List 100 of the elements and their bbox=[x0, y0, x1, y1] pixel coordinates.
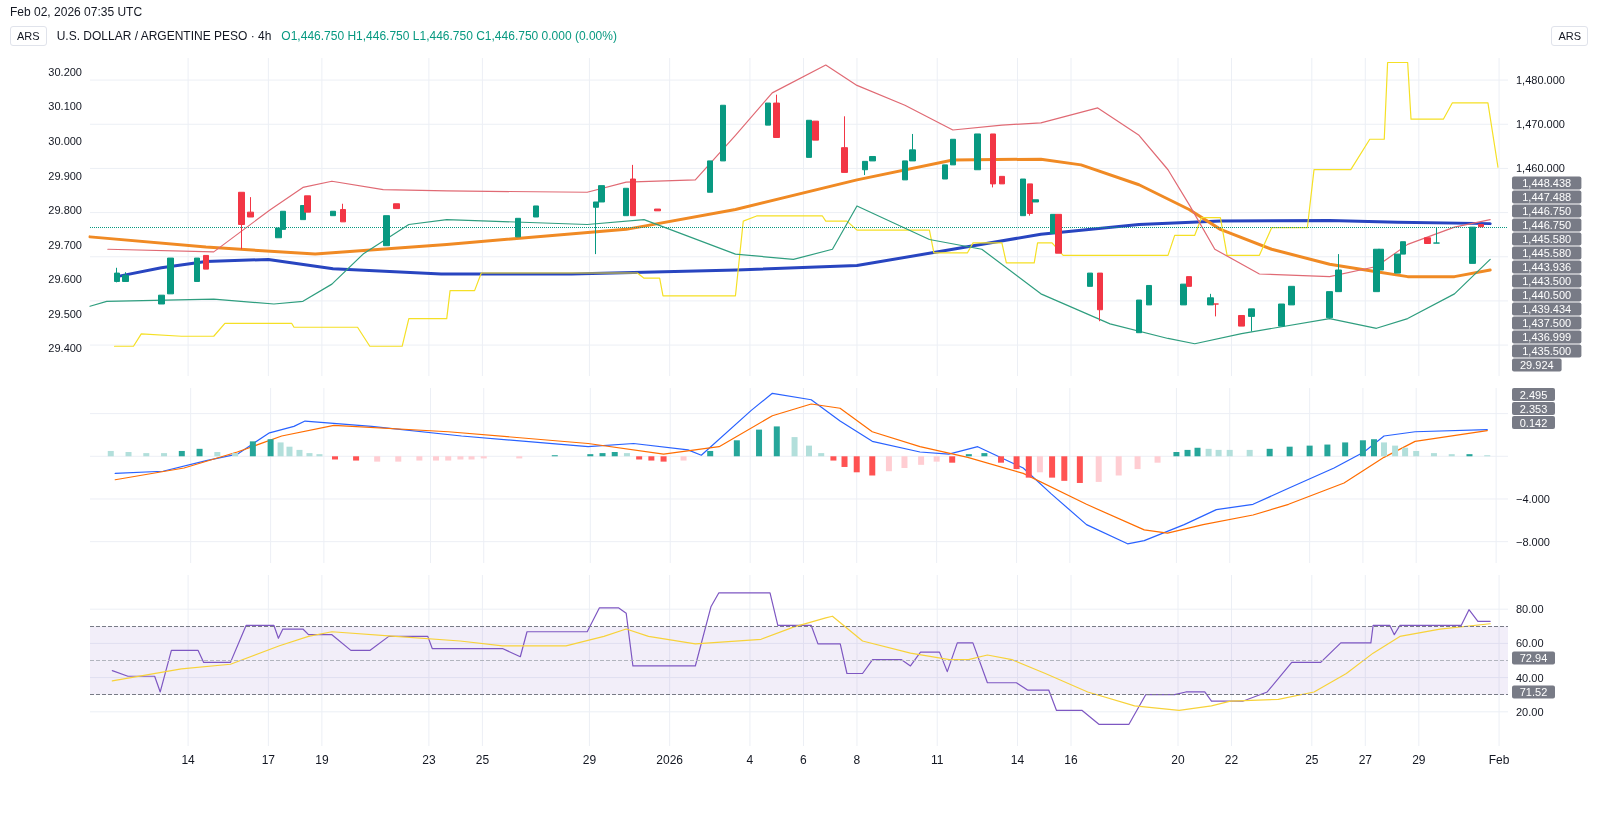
candlestick bbox=[1248, 308, 1255, 332]
text: 1,448.438 bbox=[1522, 176, 1572, 189]
text: 1,440.500 bbox=[1522, 288, 1572, 301]
bar bbox=[998, 456, 1005, 463]
bar bbox=[1025, 456, 1032, 478]
candlestick bbox=[990, 133, 996, 188]
x-tick-label: 4 bbox=[746, 753, 754, 767]
bar bbox=[707, 450, 714, 457]
bar bbox=[1392, 445, 1399, 457]
y2-tick-label: 29.600 bbox=[48, 273, 82, 286]
candlestick bbox=[1326, 291, 1333, 319]
y2-tick-label: 30.100 bbox=[48, 100, 82, 113]
line-series bbox=[88, 157, 1492, 279]
text: 0.142 bbox=[1519, 416, 1548, 429]
x-tick-label: 23 bbox=[422, 753, 436, 767]
text: 71.52 bbox=[1519, 686, 1548, 699]
candlestick bbox=[247, 196, 254, 218]
chart-title: U.S. DOLLAR / ARGENTINE PESO · 4h bbox=[56, 29, 272, 43]
line-series bbox=[113, 61, 1499, 347]
bar bbox=[1173, 452, 1180, 457]
y-tick-label: 1,460.000 bbox=[1516, 162, 1565, 175]
x-tick-label: 20 bbox=[1171, 753, 1186, 767]
bar bbox=[353, 456, 360, 461]
candlestick bbox=[720, 104, 726, 162]
candlestick bbox=[1180, 283, 1187, 306]
bar bbox=[1466, 454, 1473, 457]
candlestick bbox=[1032, 199, 1039, 203]
bar bbox=[660, 456, 667, 462]
text: 2.495 bbox=[1519, 388, 1548, 401]
bar bbox=[587, 454, 594, 457]
bar bbox=[107, 450, 114, 457]
y2-tick-label: 30.000 bbox=[48, 134, 82, 147]
text: 1,445.580 bbox=[1522, 232, 1572, 245]
candlestick bbox=[114, 267, 120, 283]
line-series bbox=[111, 615, 1491, 712]
bar bbox=[1226, 449, 1233, 457]
x-tick-label: 14 bbox=[181, 753, 196, 767]
y-tick-label: 20.00 bbox=[1516, 705, 1544, 718]
bar bbox=[416, 456, 423, 461]
bar bbox=[733, 440, 740, 457]
candlestick bbox=[167, 257, 174, 295]
candlestick bbox=[1097, 272, 1103, 322]
candlestick bbox=[630, 164, 636, 217]
x-tick-label: 25 bbox=[475, 753, 490, 767]
candlestick bbox=[340, 203, 346, 223]
bar bbox=[1184, 449, 1191, 457]
text: Feb 02, 2026 07:35 UTC bbox=[10, 5, 143, 19]
bar bbox=[267, 439, 274, 457]
y-tick-label: 40.00 bbox=[1516, 671, 1544, 684]
chart-subtitle: O1,446.750 H1,446.750 L1,446.750 C1,446.750 0.000 (0.00%) bbox=[281, 29, 617, 43]
bar bbox=[1402, 447, 1409, 457]
bar bbox=[1036, 456, 1043, 473]
bar bbox=[1324, 444, 1331, 457]
candlestick bbox=[806, 119, 812, 158]
bar bbox=[1371, 439, 1378, 457]
bar bbox=[1061, 456, 1068, 481]
bar bbox=[805, 445, 812, 457]
y-tick-label: 60.00 bbox=[1516, 637, 1544, 650]
bar bbox=[981, 453, 988, 457]
bar bbox=[791, 437, 798, 457]
candlestick bbox=[1020, 178, 1026, 217]
y2-tick-label: 29.500 bbox=[48, 307, 82, 320]
bar bbox=[480, 456, 487, 459]
bar bbox=[143, 453, 150, 457]
bar bbox=[1413, 450, 1420, 457]
y-tick-label: −4.000 bbox=[1516, 492, 1550, 505]
bar bbox=[374, 456, 381, 462]
y2-axis-title: ARS bbox=[10, 26, 47, 46]
bar bbox=[516, 456, 523, 459]
bar bbox=[433, 456, 440, 461]
bar bbox=[1115, 456, 1122, 476]
candlestick bbox=[194, 257, 200, 282]
text: 72.94 bbox=[1519, 651, 1548, 664]
x-tick-label: 14 bbox=[1010, 753, 1025, 767]
bar bbox=[445, 456, 452, 461]
bar bbox=[648, 456, 655, 461]
bar bbox=[611, 452, 618, 457]
bar bbox=[1134, 456, 1141, 470]
x-tick-label: 2026 bbox=[656, 753, 684, 767]
bar bbox=[1448, 454, 1455, 457]
candlestick bbox=[765, 102, 771, 126]
y2-tick-label: 30.200 bbox=[48, 65, 82, 78]
bar bbox=[1266, 448, 1273, 457]
candlestick bbox=[623, 187, 629, 217]
bar bbox=[949, 456, 956, 463]
bar bbox=[756, 429, 763, 457]
bar bbox=[249, 441, 256, 457]
bar bbox=[296, 449, 303, 457]
candlestick bbox=[304, 195, 311, 213]
bar bbox=[214, 452, 221, 457]
x-tick-label: 29 bbox=[1412, 753, 1426, 767]
bar bbox=[680, 456, 687, 461]
candlestick bbox=[999, 175, 1005, 185]
bar bbox=[853, 456, 860, 473]
candlestick bbox=[1424, 237, 1431, 244]
candlestick bbox=[1207, 293, 1214, 306]
bar bbox=[1076, 456, 1083, 483]
bar bbox=[1215, 449, 1222, 457]
y-tick-label: 1,480.000 bbox=[1516, 74, 1565, 87]
candlestick bbox=[330, 210, 336, 217]
